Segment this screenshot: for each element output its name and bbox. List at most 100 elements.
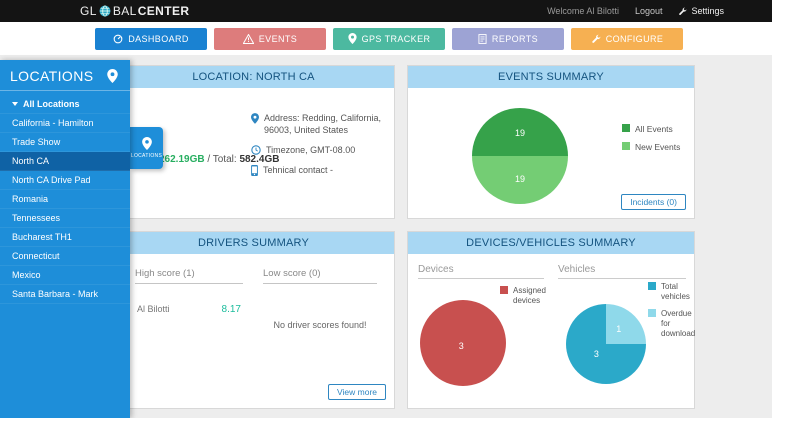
nav-events-button[interactable]: EVENTS — [214, 27, 326, 50]
all-events-count: 19 — [514, 127, 526, 138]
legend-item-total-vehicles: Total vehicles — [648, 282, 694, 302]
legend-item-new-events: New Events — [622, 141, 681, 153]
location-item[interactable]: Santa Barbara - Mark — [0, 285, 130, 304]
nav-dashboard-label: DASHBOARD — [128, 33, 189, 44]
high-score-header: High score (1) — [135, 268, 243, 284]
topbar: GL BAL CENTER Welcome Al Bilotti Logout … — [0, 0, 772, 22]
all-events-label: All Events — [635, 124, 673, 134]
storage-separator: / Total: — [204, 154, 240, 165]
assigned-devices-count: 3 — [458, 340, 464, 351]
overdue-vehicles-count: 1 — [616, 323, 622, 334]
driver-name: Al Bilotti — [137, 304, 170, 314]
overdue-download-label: Overdue for download — [661, 309, 696, 338]
low-score-header: Low score (0) — [263, 268, 377, 284]
total-vehicles-label: Total vehicles — [661, 282, 690, 301]
assigned-devices-swatch — [500, 286, 508, 294]
app-logo: GL BAL CENTER — [80, 4, 189, 18]
location-panel-title: LOCATION: NORTH CA — [113, 66, 394, 88]
devices-legend: Assigned devices — [500, 286, 554, 313]
devices-pie-chart: 3 — [420, 300, 506, 386]
logo-text-suffix: CENTER — [137, 4, 190, 18]
nav-events-label: EVENTS — [258, 33, 298, 44]
location-panel: LOCATION: NORTH CA 262.19GB / Total: 582… — [112, 65, 395, 219]
settings-link[interactable]: Settings — [678, 6, 724, 16]
vehicles-pie-chart: 3 1 — [566, 304, 646, 384]
total-vehicles-count: 3 — [593, 348, 599, 359]
location-item[interactable]: Tennessees — [0, 209, 130, 228]
logo-text-prefix: GL — [80, 4, 97, 18]
configure-wrench-icon — [591, 34, 601, 43]
clock-icon — [251, 145, 261, 155]
legend-item-overdue-download: Overdue for download — [648, 309, 696, 339]
timezone-text: Timezone, GMT-08.00 — [266, 145, 356, 156]
events-pie-chart: 19 19 — [472, 108, 568, 204]
assigned-devices-label: Assigned devices — [513, 286, 546, 305]
nav-configure-button[interactable]: CONFIGURE — [571, 27, 683, 50]
locations-drawer-header: LOCATIONS — [0, 60, 130, 91]
vehicles-subheader: Vehicles — [558, 264, 686, 279]
address-pin-icon — [251, 113, 259, 124]
technical-contact-row: Tehnical contact - — [251, 164, 387, 177]
devices-vehicles-summary-panel: DEVICES/VEHICLES SUMMARY Devices Vehicle… — [407, 231, 695, 409]
location-item-north-ca[interactable]: North CA — [0, 152, 130, 171]
drivers-summary-panel: DRIVERS SUMMARY High score (1) Low score… — [112, 231, 395, 409]
location-item-all-locations[interactable]: All Locations — [0, 95, 130, 114]
storage-total-value: 582.4GB — [239, 154, 280, 165]
logout-link[interactable]: Logout — [634, 6, 663, 16]
nav-configure-label: CONFIGURE — [605, 33, 664, 44]
location-info: Address: Redding, California, 96003, Uni… — [251, 112, 387, 185]
locations-title: LOCATIONS — [10, 68, 94, 84]
no-scores-message: No driver scores found! — [273, 320, 367, 330]
nav-gps-tracker-button[interactable]: GPS TRACKER — [333, 27, 445, 50]
locations-drawer-toggle[interactable]: LOCATIONS — [130, 127, 163, 169]
incidents-button[interactable]: Incidents (0) — [621, 194, 686, 210]
locations-list: All Locations California - Hamilton Trad… — [0, 95, 130, 304]
new-events-count: 19 — [514, 174, 526, 185]
location-item[interactable]: Bucharest TH1 — [0, 228, 130, 247]
location-item[interactable]: Mexico — [0, 266, 130, 285]
location-item[interactable]: Romania — [0, 190, 130, 209]
location-item[interactable]: California - Hamilton — [0, 114, 130, 133]
view-more-button[interactable]: View more — [328, 384, 386, 400]
app-window: GL BAL CENTER Welcome Al Bilotti Logout … — [0, 0, 772, 418]
location-pin-icon — [107, 69, 118, 83]
all-events-swatch — [622, 124, 630, 132]
nav-gps-tracker-label: GPS TRACKER — [361, 33, 431, 44]
legend-item-assigned-devices: Assigned devices — [500, 286, 554, 306]
welcome-text: Welcome Al Bilotti — [547, 6, 619, 16]
timezone-row: Timezone, GMT-08.00 — [251, 144, 387, 156]
new-events-label: New Events — [635, 141, 681, 152]
caret-down-icon — [12, 102, 18, 106]
phone-icon — [251, 165, 258, 177]
nav-dashboard-button[interactable]: DASHBOARD — [95, 27, 207, 50]
drivers-summary-title: DRIVERS SUMMARY — [113, 232, 394, 254]
wrench-icon — [679, 7, 687, 15]
devices-vehicles-summary-title: DEVICES/VEHICLES SUMMARY — [408, 232, 694, 254]
location-pin-icon — [141, 137, 152, 150]
main-nav: DASHBOARD EVENTS GPS TRACKER REPORTS CON… — [0, 22, 772, 55]
locations-tab-label: LOCATIONS — [130, 153, 163, 159]
location-item[interactable]: Trade Show — [0, 133, 130, 152]
globe-icon — [99, 5, 111, 17]
settings-label: Settings — [691, 6, 724, 16]
events-legend: All Events New Events — [622, 124, 680, 159]
location-item[interactable]: North CA Drive Pad — [0, 171, 130, 190]
topbar-right: Welcome Al Bilotti Logout Settings — [547, 6, 724, 16]
events-summary-title: EVENTS SUMMARY — [408, 66, 694, 88]
total-vehicles-swatch — [648, 282, 656, 290]
report-document-icon — [478, 33, 487, 44]
logo-text-mid: BAL — [112, 4, 137, 18]
gps-pin-icon — [348, 33, 357, 44]
address-row: Address: Redding, California, 96003, Uni… — [251, 112, 387, 136]
nav-reports-button[interactable]: REPORTS — [452, 27, 564, 50]
overdue-download-swatch — [648, 309, 656, 317]
location-item[interactable]: Connecticut — [0, 247, 130, 266]
driver-score-value: 8.17 — [221, 304, 241, 315]
locations-drawer: LOCATIONS All Locations California - Ham… — [0, 60, 130, 418]
vehicles-legend: Total vehicles Overdue for download — [648, 282, 696, 346]
driver-score-row[interactable]: Al Bilotti 8.17 — [137, 304, 241, 315]
storage-usage: 262.19GB / Total: 582.4GB — [159, 154, 279, 165]
technical-contact-text: Tehnical contact - — [263, 165, 334, 176]
dashboard-icon — [113, 34, 123, 43]
nav-reports-label: REPORTS — [491, 33, 539, 44]
